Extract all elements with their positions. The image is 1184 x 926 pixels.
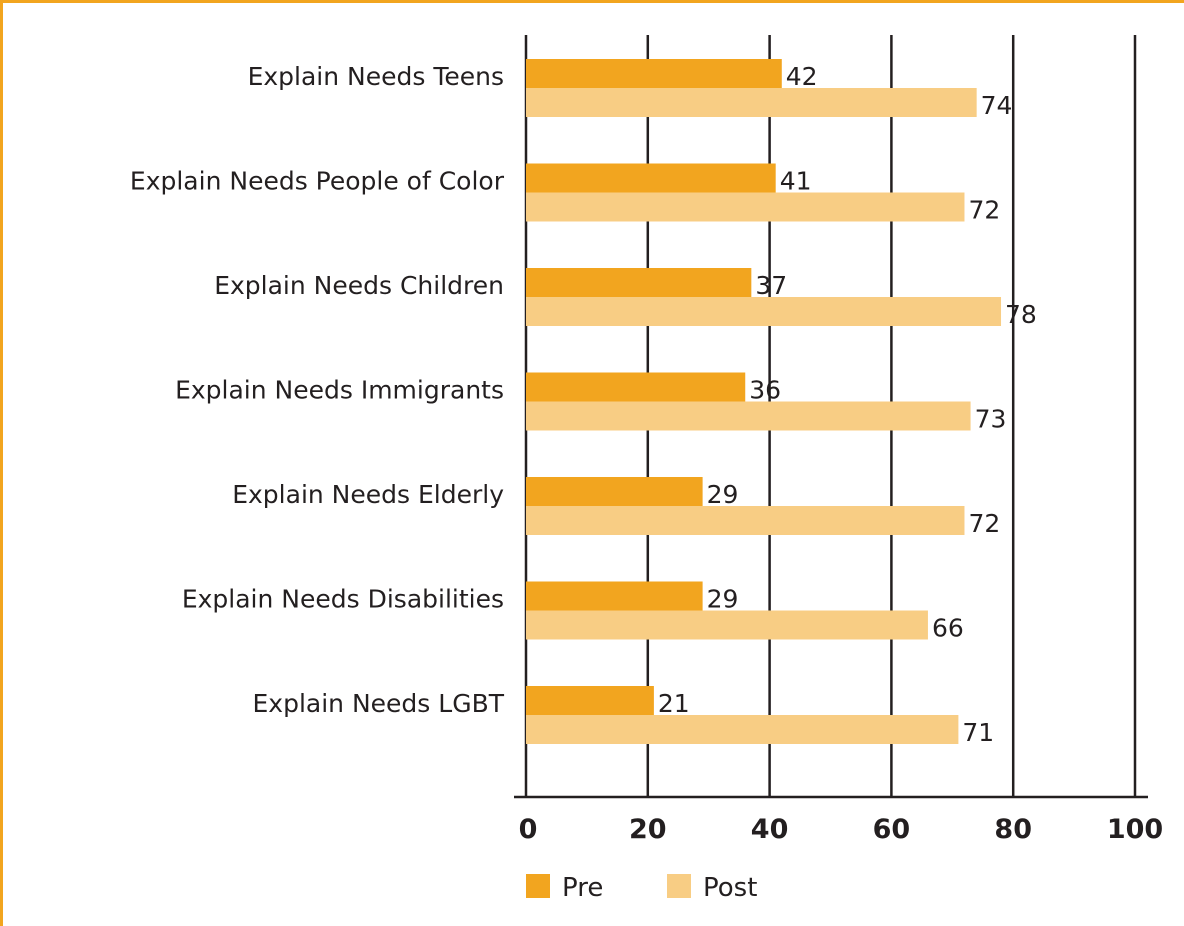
value-label-pre-2: 37	[755, 271, 787, 300]
value-labels: 42 74 41 72 37 78 36 73 29 72 29 66 21 71	[658, 62, 1037, 747]
bar-pre-4	[526, 477, 703, 506]
value-label-post-1: 72	[968, 196, 1000, 225]
category-label: Explain Needs People of Color	[130, 167, 505, 196]
x-axis: 0 20 40 60 80 100	[514, 795, 1163, 845]
bar-pre-1	[526, 163, 776, 193]
category-labels: Explain Needs Teens Explain Needs People …	[130, 62, 505, 718]
value-label-pre-0: 42	[786, 62, 818, 91]
category-label: Explain Needs LGBT	[253, 689, 505, 718]
bar-post-0	[526, 88, 977, 117]
bar-pre-5	[526, 581, 703, 611]
value-label-post-3: 73	[975, 405, 1007, 434]
category-label: Explain Needs Disabilities	[182, 585, 504, 614]
value-label-pre-3: 36	[749, 376, 781, 405]
category-label: Explain Needs Teens	[248, 62, 504, 91]
legend-swatch-post	[667, 874, 691, 898]
bar-post-1	[526, 192, 965, 222]
legend: Pre Post	[526, 873, 757, 903]
value-label-pre-1: 41	[780, 167, 812, 196]
x-tick-label-100: 100	[1107, 814, 1163, 845]
x-tick-label-40: 40	[751, 814, 789, 845]
value-label-post-5: 66	[932, 614, 964, 643]
legend-label-pre: Pre	[562, 873, 603, 903]
bar-post-2	[526, 297, 1002, 326]
value-label-post-4: 72	[968, 509, 1000, 538]
value-label-post-0: 74	[981, 91, 1013, 120]
category-label: Explain Needs Children	[214, 271, 504, 300]
legend-swatch-pre	[526, 874, 550, 898]
bar-post-4	[526, 506, 965, 535]
value-label-pre-5: 29	[707, 585, 739, 614]
value-label-post-6: 71	[962, 718, 994, 747]
value-label-pre-6: 21	[658, 689, 690, 718]
bars	[526, 59, 1002, 744]
x-tick-label-60: 60	[873, 814, 911, 845]
bar-pre-0	[526, 59, 782, 88]
x-tick-label-20: 20	[629, 814, 667, 845]
bar-pre-2	[526, 268, 752, 297]
x-tick-label-80: 80	[994, 814, 1032, 845]
category-label: Explain Needs Elderly	[232, 480, 504, 509]
bar-post-5	[526, 610, 928, 640]
bar-pre-6	[526, 686, 654, 715]
value-label-pre-4: 29	[707, 480, 739, 509]
bar-pre-3	[526, 372, 746, 402]
legend-label-post: Post	[703, 873, 757, 903]
bar-post-3	[526, 401, 971, 431]
value-label-post-2: 78	[1005, 300, 1037, 329]
category-label: Explain Needs Immigrants	[175, 376, 504, 405]
x-tick-label-0: 0	[519, 814, 538, 845]
bar-post-6	[526, 715, 959, 744]
